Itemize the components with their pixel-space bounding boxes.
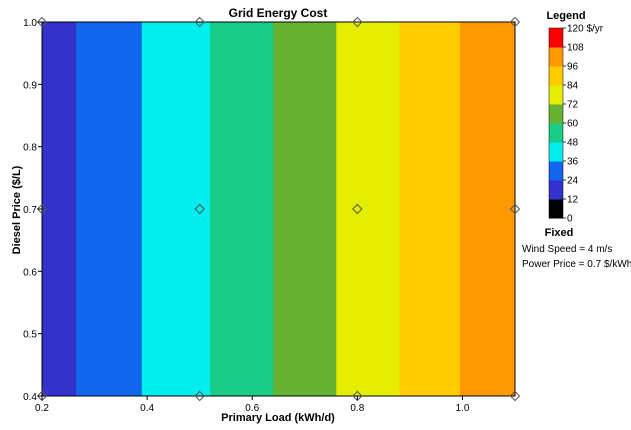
sample-point-9 [194,16,205,28]
contour-band-2 [141,22,211,396]
y-axis-label: Diesel Price ($/L) [11,165,23,254]
legend-swatch-96 [549,47,563,67]
legend-swatch-84 [549,66,563,86]
fixed-item-wind-speed: Wind Speed = 4 m/s [522,244,612,255]
sample-point-8 [36,16,48,28]
contour-band-3 [210,22,274,396]
x-tick-label-2: 0.6 [245,403,259,414]
legend-tick-label-72: 72 [567,100,579,111]
legend-tick-label-84: 84 [567,81,579,92]
fixed-title: Fixed [545,227,574,239]
sample-point-0 [36,390,48,402]
legend-tick-label-36: 36 [567,157,579,168]
legend: Legend 0 12 24 36 48 60 72 84 96 108 120 $/yr [546,10,603,225]
y-tick-label-6: 1.0 [23,18,37,29]
legend-ticks: 0 12 24 36 48 60 72 84 96 108 120 $/yr [563,24,604,225]
y-tick-label-0: 0.4 [23,392,37,403]
contour-band-5 [336,22,400,396]
y-tick-label-2: 0.6 [23,267,37,278]
sample-point-4 [36,203,48,215]
x-axis: 0.2 0.4 0.6 0.8 1.0 [35,396,470,414]
sample-point-3 [509,390,521,402]
sample-point-1 [194,390,205,402]
legend-swatch-60 [549,104,563,124]
chart-title: Grid Energy Cost [229,6,328,20]
legend-swatch-72 [549,85,563,105]
legend-tick-label-48: 48 [567,138,579,149]
contour-band-4 [273,22,337,396]
y-tick-label-1: 0.5 [23,330,37,341]
legend-tick-label-108: 108 [567,43,584,54]
legend-title: Legend [546,10,585,22]
legend-tick-label-60: 60 [567,119,579,130]
legend-swatch-24 [549,161,563,181]
legend-swatches [548,27,564,219]
sample-point-11 [509,16,521,28]
legend-tick-label-96: 96 [567,62,579,73]
legend-tick-label-12: 12 [567,195,579,206]
x-axis-label: Primary Load (kWh/d) [221,412,335,424]
contour-band-6 [399,22,461,396]
y-axis: 0.4 0.5 0.6 0.7 0.8 0.9 1.0 [23,18,42,403]
legend-tick-label-24: 24 [567,176,579,187]
y-tick-label-4: 0.8 [23,143,37,154]
sample-point-2 [352,390,363,402]
y-tick-label-5: 0.9 [23,80,37,91]
legend-swatch-108 [549,28,563,48]
sample-point-6 [352,203,363,215]
fixed-item-power-price: Power Price = 0.7 $/kWh [522,259,631,270]
legend-tick-label-0: 0 [567,214,573,225]
legend-swatch-36 [549,142,563,162]
x-tick-label-0: 0.2 [35,403,49,414]
x-tick-label-1: 0.4 [140,403,154,414]
legend-swatch-12 [549,180,563,200]
sample-point-5 [194,203,205,215]
legend-swatch-48 [549,123,563,143]
contour-band-0 [42,22,77,396]
legend-tick-label-top: 120 $/yr [567,24,604,35]
legend-swatch-0 [549,199,563,219]
contour-band-7 [459,22,516,396]
sample-point-10 [352,16,363,28]
fixed-section: Fixed Wind Speed = 4 m/s Power Price = 0… [522,227,631,270]
y-tick-label-3: 0.7 [23,205,37,216]
sample-markers [36,16,521,402]
x-tick-label-3: 0.8 [350,403,364,414]
sample-point-7 [509,203,521,215]
x-tick-label-4: 1.0 [455,403,469,414]
plot-area [41,21,516,397]
contour-band-1 [76,22,143,396]
